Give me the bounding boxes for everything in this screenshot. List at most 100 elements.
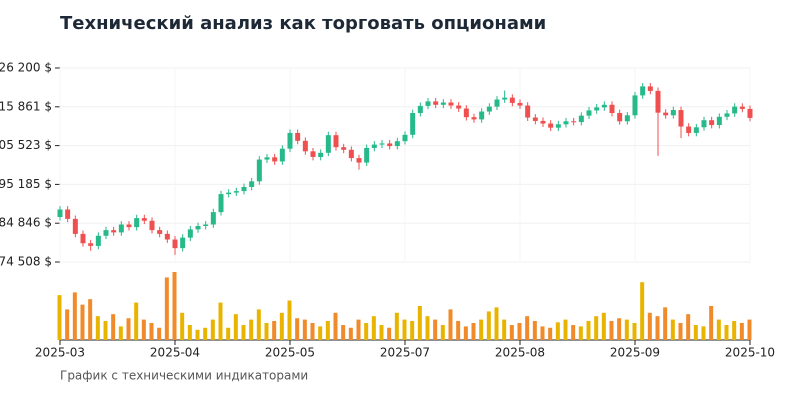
volume-bar xyxy=(655,316,660,340)
volume-bar xyxy=(555,322,560,340)
volume-bar xyxy=(195,329,200,340)
candle-body xyxy=(532,117,538,121)
candle-body xyxy=(525,105,531,118)
candle-body xyxy=(517,102,523,106)
candle-body xyxy=(241,186,247,192)
candle-body xyxy=(601,104,607,108)
x-tick-label: 2025-03 xyxy=(35,346,85,360)
volume-bar xyxy=(448,309,453,340)
volume-bar xyxy=(548,327,553,340)
candle-body xyxy=(195,226,201,230)
candle-body xyxy=(302,140,308,152)
x-tick-label: 2025-05 xyxy=(265,346,315,360)
volume-bar xyxy=(295,318,300,340)
volume-bar xyxy=(540,326,545,340)
candle-body xyxy=(693,127,699,133)
volume-bar xyxy=(701,326,706,340)
volume-bar xyxy=(509,325,514,340)
candle-body xyxy=(410,113,416,135)
volume-bar xyxy=(287,300,292,340)
volume-bar xyxy=(716,319,721,340)
candle-body xyxy=(563,121,569,125)
candle-body xyxy=(57,209,63,217)
volume-bar xyxy=(594,316,599,340)
volume-bar xyxy=(149,323,154,340)
candle-body xyxy=(739,106,745,109)
volume-bar xyxy=(471,323,476,340)
candle-body xyxy=(164,233,170,240)
volume-bar xyxy=(126,318,131,340)
volume-bar xyxy=(118,326,123,340)
volume-bar xyxy=(571,325,576,340)
x-tick-label: 2025-10 xyxy=(725,346,775,360)
candle-body xyxy=(203,224,209,227)
y-tick-label: 174 508 $ xyxy=(0,255,52,269)
candle-body xyxy=(134,218,140,228)
chart-footer: График с техническими индикаторами xyxy=(60,369,308,383)
volume-bar xyxy=(486,311,491,340)
candle-body xyxy=(126,224,132,228)
volume-bar xyxy=(72,292,77,340)
candle-body xyxy=(448,102,454,106)
y-tick-label: 215 861 $ xyxy=(0,99,52,113)
candle-body xyxy=(218,194,224,213)
volume-bar xyxy=(226,327,231,340)
volume-bar xyxy=(256,309,261,340)
x-tick-label: 2025-07 xyxy=(380,346,430,360)
x-tick-label: 2025-08 xyxy=(495,346,545,360)
volume-bar xyxy=(709,306,714,340)
volume-bar xyxy=(387,327,392,340)
volume-bar xyxy=(617,318,622,340)
candle-body xyxy=(279,148,285,162)
candle-body xyxy=(632,95,638,116)
volume-bar xyxy=(502,319,507,340)
candle-body xyxy=(494,99,500,107)
volume-bar xyxy=(640,282,645,340)
candle-body xyxy=(609,104,615,114)
volume-bar xyxy=(80,304,85,340)
volume-bar xyxy=(65,309,70,340)
volume-bar xyxy=(341,325,346,340)
candle-body xyxy=(640,86,646,96)
chart-title: Технический анализ как торговать опциона… xyxy=(60,13,546,34)
candle-body xyxy=(379,143,385,145)
volume-bar xyxy=(233,314,238,340)
volume-bar xyxy=(218,302,223,340)
candle-body xyxy=(502,97,508,100)
volume-bar xyxy=(348,327,353,340)
volume-bar xyxy=(180,312,185,340)
candle-body xyxy=(287,132,293,149)
candle-body xyxy=(256,159,262,182)
volume-bar xyxy=(747,319,752,340)
candle-body xyxy=(540,120,546,124)
candle-body xyxy=(233,191,239,193)
volume-bar xyxy=(410,320,415,340)
candle-body xyxy=(172,239,178,249)
candle-body xyxy=(264,157,270,160)
candle-body xyxy=(371,144,377,148)
volume-bar xyxy=(494,307,499,340)
candle-body xyxy=(348,149,354,159)
volume-bar xyxy=(264,323,269,340)
candle-body xyxy=(617,113,623,122)
candle-body xyxy=(463,108,469,118)
volume-bar xyxy=(456,320,461,340)
candle-body xyxy=(325,135,331,153)
x-tick-label: 2025-09 xyxy=(610,346,660,360)
volume-bar xyxy=(379,325,384,340)
candle-body xyxy=(548,123,554,128)
volume-bar xyxy=(632,323,637,340)
candle-body xyxy=(433,101,439,105)
candle-body xyxy=(402,134,408,142)
candle-body xyxy=(716,116,722,126)
volume-bar xyxy=(525,316,530,340)
candle-body xyxy=(356,158,362,163)
volume-bar xyxy=(210,319,215,340)
candle-body xyxy=(394,141,400,147)
candle-body xyxy=(732,106,738,114)
volume-bar xyxy=(272,320,277,340)
candle-body xyxy=(555,124,561,128)
volume-bar xyxy=(134,302,139,340)
y-tick-label: 184 846 $ xyxy=(0,216,52,230)
